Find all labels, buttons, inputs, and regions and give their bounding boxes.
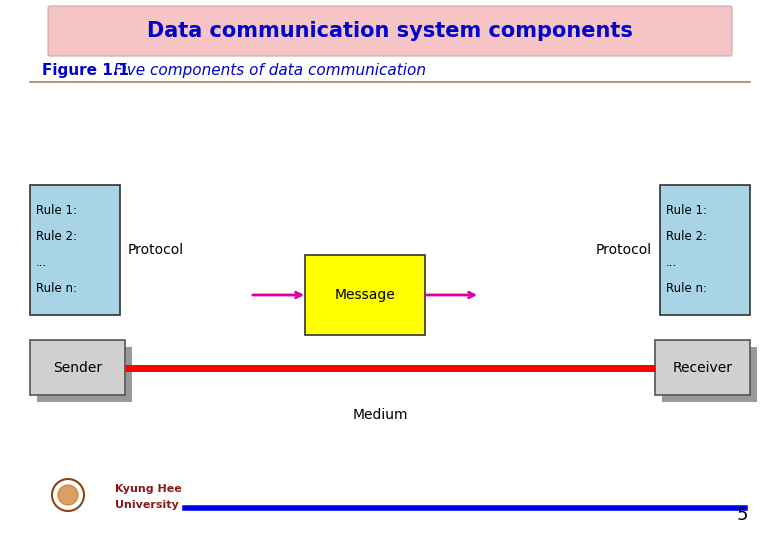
Text: Data communication system components: Data communication system components [147, 21, 633, 41]
Text: Sender: Sender [53, 361, 102, 375]
FancyBboxPatch shape [662, 347, 757, 402]
FancyBboxPatch shape [37, 347, 132, 402]
Circle shape [58, 485, 78, 505]
Text: Protocol: Protocol [596, 243, 652, 257]
FancyBboxPatch shape [30, 340, 125, 395]
Text: Rule 1:: Rule 1: [36, 205, 77, 218]
Text: Rule 2:: Rule 2: [666, 231, 707, 244]
Text: Rule 2:: Rule 2: [36, 231, 77, 244]
Text: Rule n:: Rule n: [666, 282, 707, 295]
Text: ...: ... [36, 256, 48, 269]
Text: Medium: Medium [353, 408, 408, 422]
FancyBboxPatch shape [655, 340, 750, 395]
Text: Receiver: Receiver [672, 361, 732, 375]
Text: ...: ... [666, 256, 677, 269]
Text: University: University [115, 500, 179, 510]
FancyBboxPatch shape [305, 255, 425, 335]
Text: Message: Message [335, 288, 395, 302]
Text: 5: 5 [736, 506, 748, 524]
FancyBboxPatch shape [30, 185, 120, 315]
Text: Figure 1.1: Figure 1.1 [42, 63, 129, 78]
Text: Rule 1:: Rule 1: [666, 205, 707, 218]
Text: Protocol: Protocol [128, 243, 184, 257]
FancyBboxPatch shape [48, 6, 732, 56]
Text: Five components of data communication: Five components of data communication [104, 63, 426, 78]
Text: Rule n:: Rule n: [36, 282, 77, 295]
Text: Kyung Hee: Kyung Hee [115, 484, 182, 494]
FancyBboxPatch shape [660, 185, 750, 315]
